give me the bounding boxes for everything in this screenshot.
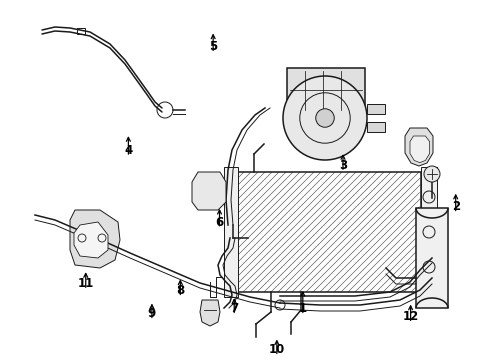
Text: 4: 4 [124,144,132,157]
Text: 11: 11 [77,277,94,290]
Circle shape [424,166,440,182]
Text: 10: 10 [269,343,285,356]
Polygon shape [192,172,226,210]
Text: 9: 9 [148,307,156,320]
Polygon shape [410,136,430,163]
Bar [416,208,448,308]
Bar [224,167,238,297]
Bar [77,28,85,34]
Text: 1: 1 [299,302,307,315]
Bar [367,104,385,114]
Text: 2: 2 [452,201,460,213]
Bar [236,172,421,292]
Text: 8: 8 [176,284,184,297]
Text: 7: 7 [230,302,238,315]
Text: 12: 12 [402,310,419,323]
Polygon shape [74,222,108,258]
Text: 3: 3 [339,159,347,172]
Bar [367,122,385,132]
Circle shape [283,76,367,160]
Polygon shape [405,128,433,166]
Bar [421,167,437,297]
Text: 5: 5 [209,40,217,53]
Circle shape [316,109,334,127]
Text: 6: 6 [216,216,223,229]
Bar [287,68,365,113]
Polygon shape [200,300,220,326]
Polygon shape [70,210,120,268]
Bar [236,172,421,292]
